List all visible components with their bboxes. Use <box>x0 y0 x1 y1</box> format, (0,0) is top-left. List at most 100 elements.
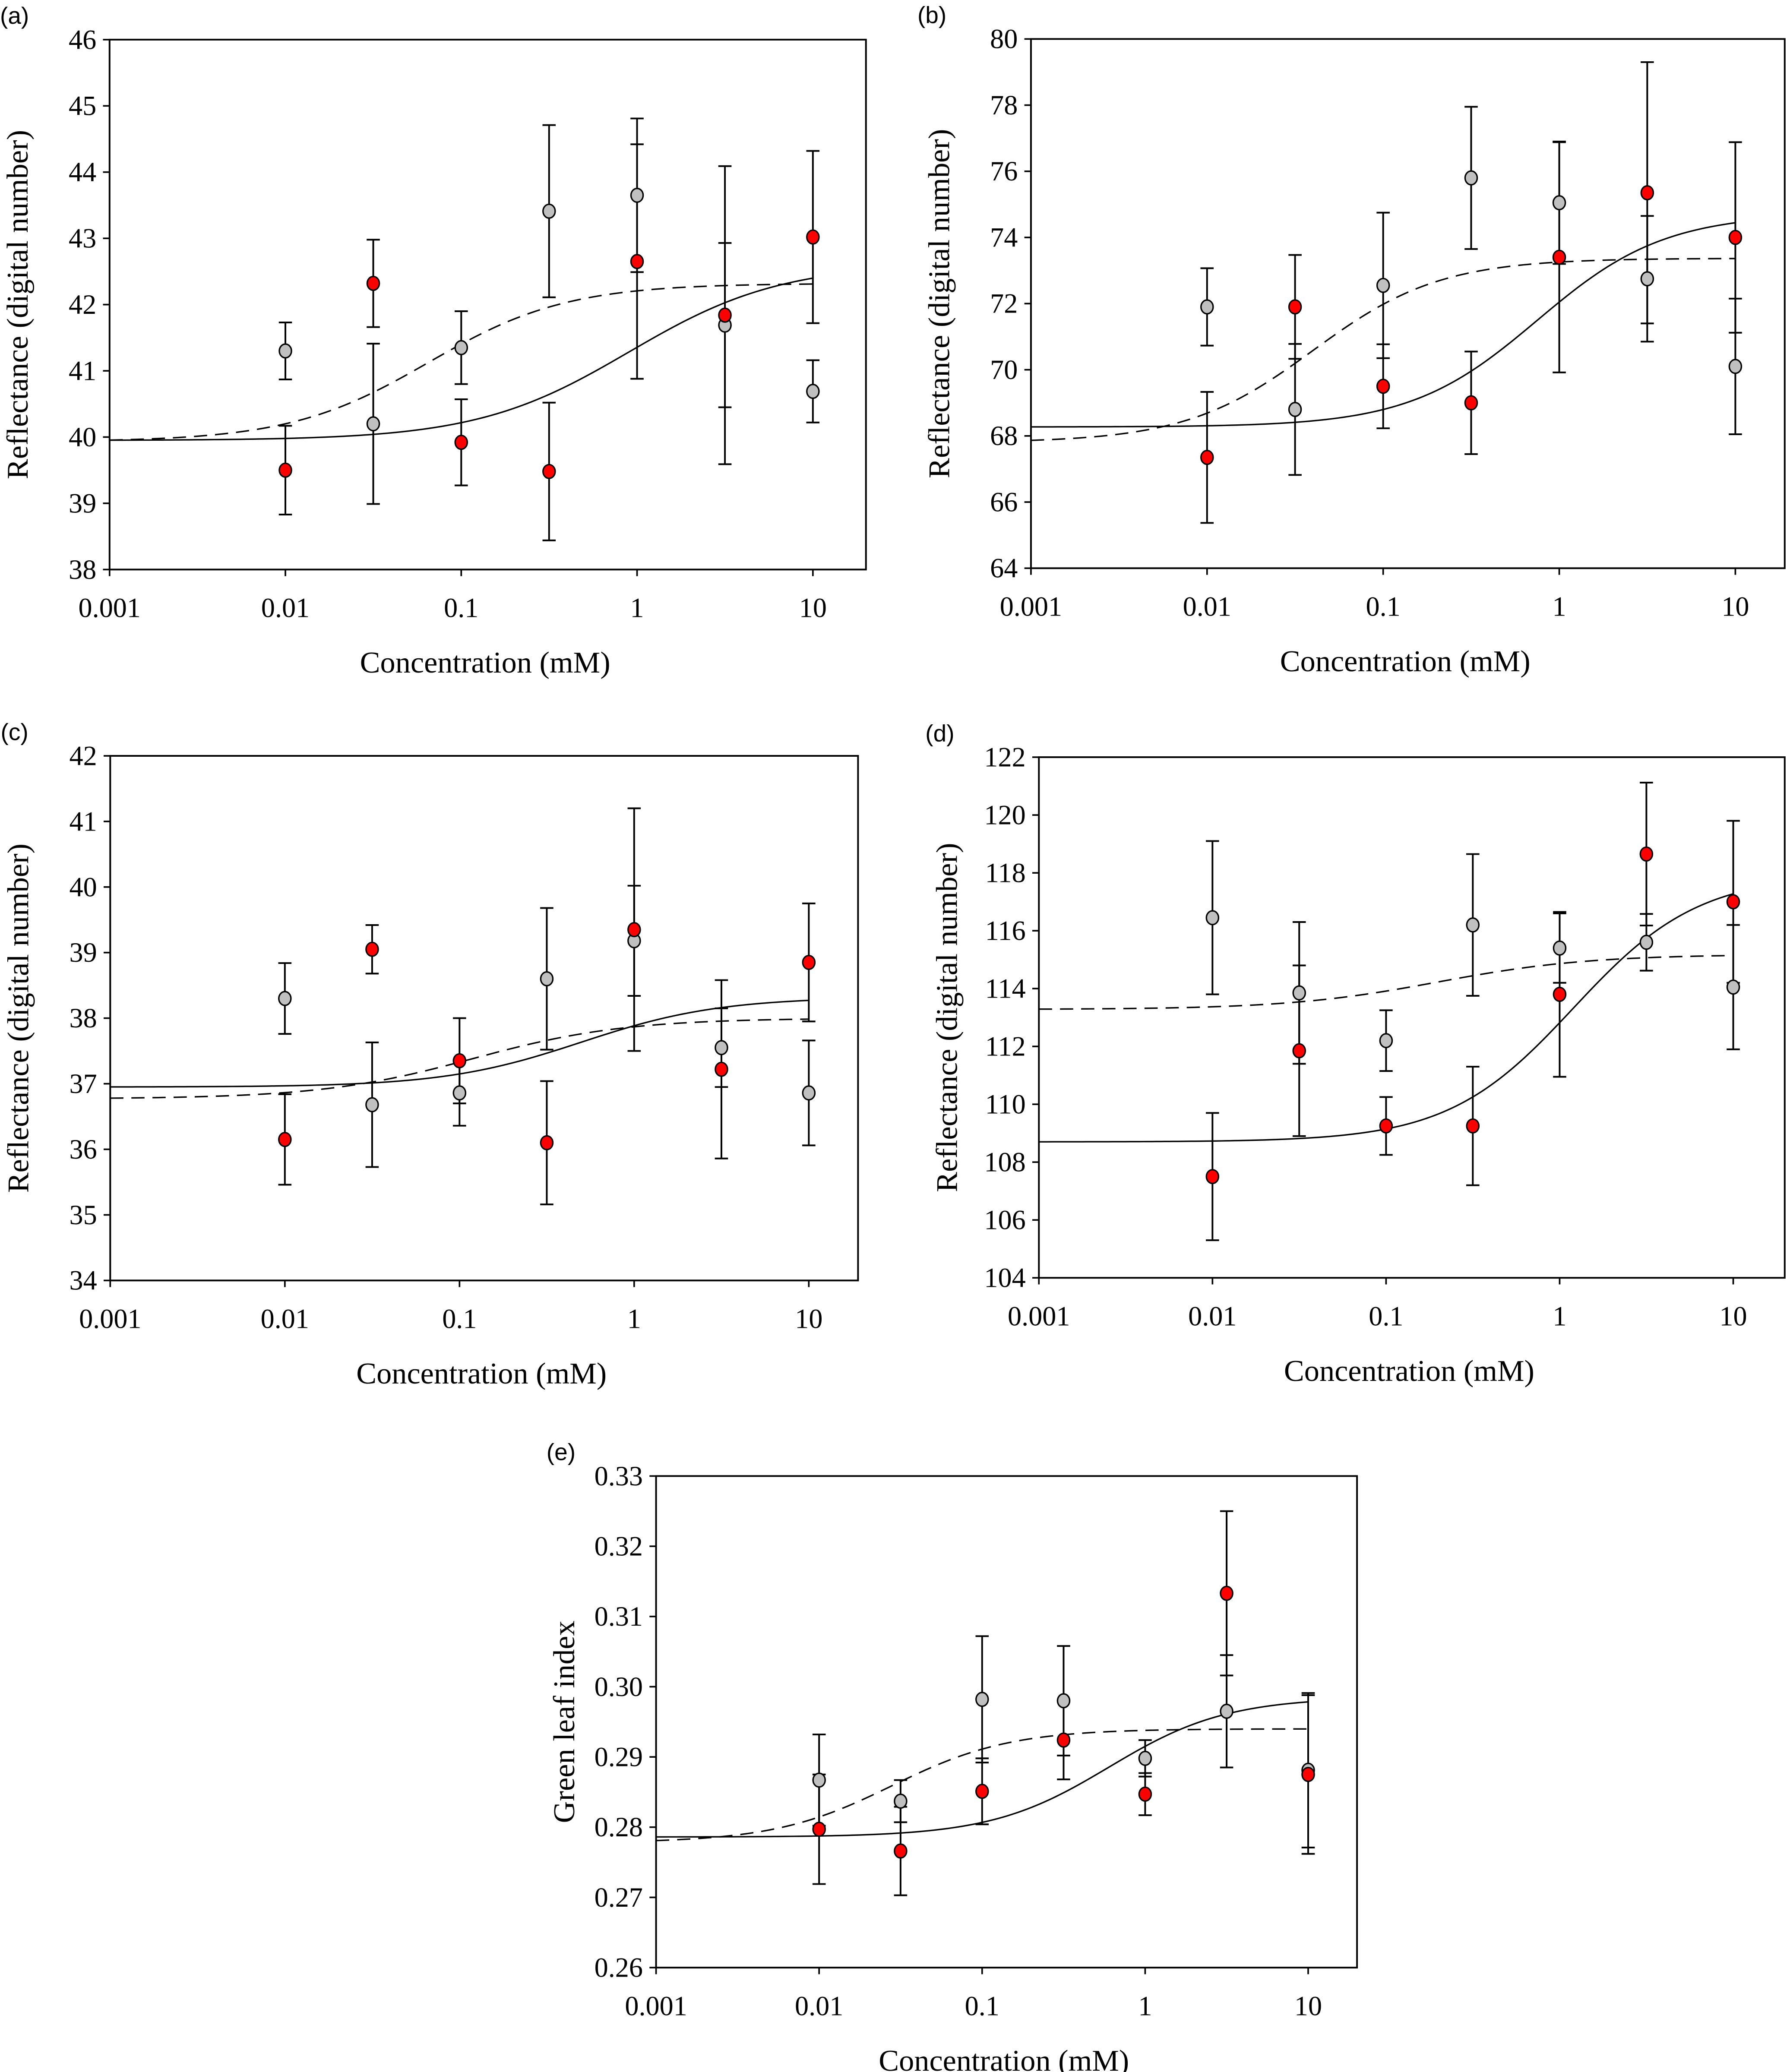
data-point-gray <box>366 416 380 432</box>
x-axis-title: Concentration (mM) <box>1280 644 1531 678</box>
y-tick-label: 42 <box>70 740 97 771</box>
data-point-gray <box>1288 401 1302 417</box>
y-tick-label: 80 <box>990 24 1018 54</box>
x-tick-label: 0.1 <box>1366 591 1401 622</box>
x-tick-label: 0.01 <box>261 1303 309 1334</box>
y-tick-label: 120 <box>984 799 1025 830</box>
data-point-red <box>975 1784 989 1799</box>
x-tick-label: 10 <box>795 1303 822 1334</box>
data-point-gray <box>1138 1750 1152 1766</box>
y-tick-label: 122 <box>984 742 1025 772</box>
data-point-red <box>1552 250 1566 265</box>
panel-b: (b) 64 66 68 70 72 74 76 78 80 0.001 0.01 0.1 1 10 Conc… <box>917 2 1786 678</box>
data-point-red <box>1466 1118 1480 1134</box>
y-axis-title: Reflectance (digital number) <box>1 130 35 479</box>
data-point-red <box>1288 299 1302 315</box>
x-axis-title: Concentration (mM) <box>356 1357 607 1390</box>
data-point-gray <box>1464 170 1478 186</box>
data-point-red <box>812 1822 826 1837</box>
data-point-red <box>1379 1118 1393 1134</box>
x-tick-label: 1 <box>1552 591 1566 622</box>
y-tick-label: 66 <box>990 486 1018 517</box>
panel-a: (a) 38 39 40 41 42 43 44 45 46 0.001 0.01 0.1 1 10 Conc… <box>0 2 867 679</box>
data-point-red <box>718 307 732 323</box>
data-point-gray <box>1376 278 1390 293</box>
data-point-gray <box>1639 935 1654 950</box>
x-tick-label: 0.1 <box>965 1990 999 2021</box>
data-point-red <box>366 275 380 291</box>
plot-frame <box>1038 756 1786 1279</box>
x-tick-label: 1 <box>630 593 644 623</box>
data-point-red <box>1640 185 1654 201</box>
x-tick-label: 0.001 <box>79 593 141 623</box>
x-tick-label: 10 <box>1294 1990 1322 2021</box>
data-point-red <box>454 435 468 450</box>
y-tick-label: 78 <box>990 90 1018 120</box>
y-tick-label: 70 <box>990 354 1018 385</box>
y-tick-label: 0.29 <box>595 1742 643 1772</box>
y-tick-label: 72 <box>990 288 1018 319</box>
y-tick-label: 0.33 <box>595 1461 643 1491</box>
data-point-gray <box>1292 985 1306 1001</box>
y-tick-label: 68 <box>990 420 1018 451</box>
data-point-red <box>1639 846 1654 862</box>
y-tick-label: 40 <box>70 872 97 902</box>
data-point-red <box>1205 1169 1220 1184</box>
fit-curve-dashed <box>1039 954 1733 1010</box>
data-point-gray <box>1640 271 1654 287</box>
data-point-gray <box>365 1097 379 1112</box>
x-tick-label: 0.01 <box>1188 1301 1237 1331</box>
x-tick-label: 0.1 <box>1369 1301 1403 1331</box>
y-tick-label: 38 <box>69 554 96 585</box>
data-point-red <box>806 229 820 245</box>
x-tick-label: 0.001 <box>79 1303 141 1334</box>
y-tick-label: 40 <box>69 422 96 452</box>
data-point-gray <box>806 384 820 399</box>
fit-curve-dashed <box>110 1018 809 1099</box>
y-axis-title: Reflectance (digital number) <box>930 843 964 1192</box>
data-point-red <box>278 462 292 478</box>
data-point-red <box>1200 450 1214 465</box>
x-tick-label: 0.01 <box>1183 591 1231 622</box>
data-point-red <box>1138 1786 1152 1802</box>
y-tick-label: 0.30 <box>595 1671 643 1702</box>
y-tick-label: 36 <box>70 1134 97 1165</box>
data-point-gray <box>1056 1693 1071 1709</box>
x-tick-label: 0.01 <box>795 1990 843 2021</box>
data-point-gray <box>1553 940 1567 956</box>
data-point-gray <box>454 340 468 355</box>
data-point-gray <box>1379 1033 1393 1049</box>
y-tick-label: 39 <box>69 488 96 518</box>
data-point-red <box>452 1053 467 1069</box>
data-point-gray <box>812 1772 826 1788</box>
y-tick-label: 106 <box>984 1205 1025 1235</box>
y-tick-label: 110 <box>985 1089 1026 1120</box>
plot-frame <box>108 38 867 571</box>
data-point-red <box>542 464 556 479</box>
data-point-gray <box>1728 359 1743 374</box>
data-point-red <box>1553 986 1567 1002</box>
x-tick-label: 1 <box>1138 1990 1152 2021</box>
data-point-red <box>365 941 379 957</box>
x-tick-label: 10 <box>799 593 827 623</box>
panel-label: (b) <box>917 2 946 28</box>
data-point-red <box>894 1843 908 1859</box>
data-point-red <box>802 954 816 970</box>
data-point-red <box>1726 894 1740 910</box>
y-tick-label: 43 <box>69 223 96 254</box>
x-axis-title: Concentration (mM) <box>1284 1354 1534 1388</box>
y-tick-label: 0.28 <box>595 1812 643 1842</box>
y-axis-title: Reflectance (digital number) <box>2 843 35 1193</box>
x-axis-title: Concentration (mM) <box>360 646 610 679</box>
y-tick-label: 42 <box>69 289 96 320</box>
data-point-red <box>1301 1767 1315 1782</box>
data-point-red <box>1376 379 1390 394</box>
data-point-gray <box>452 1085 467 1101</box>
panel-e: (e) 0.26 0.27 0.28 0.29 0.30 0.31 0.32 0.33 0.001… <box>547 1439 1358 2072</box>
x-tick-label: 1 <box>1553 1301 1566 1331</box>
data-point-red <box>1220 1586 1233 1601</box>
y-tick-label: 41 <box>70 806 97 837</box>
plot-frame <box>1030 38 1786 569</box>
